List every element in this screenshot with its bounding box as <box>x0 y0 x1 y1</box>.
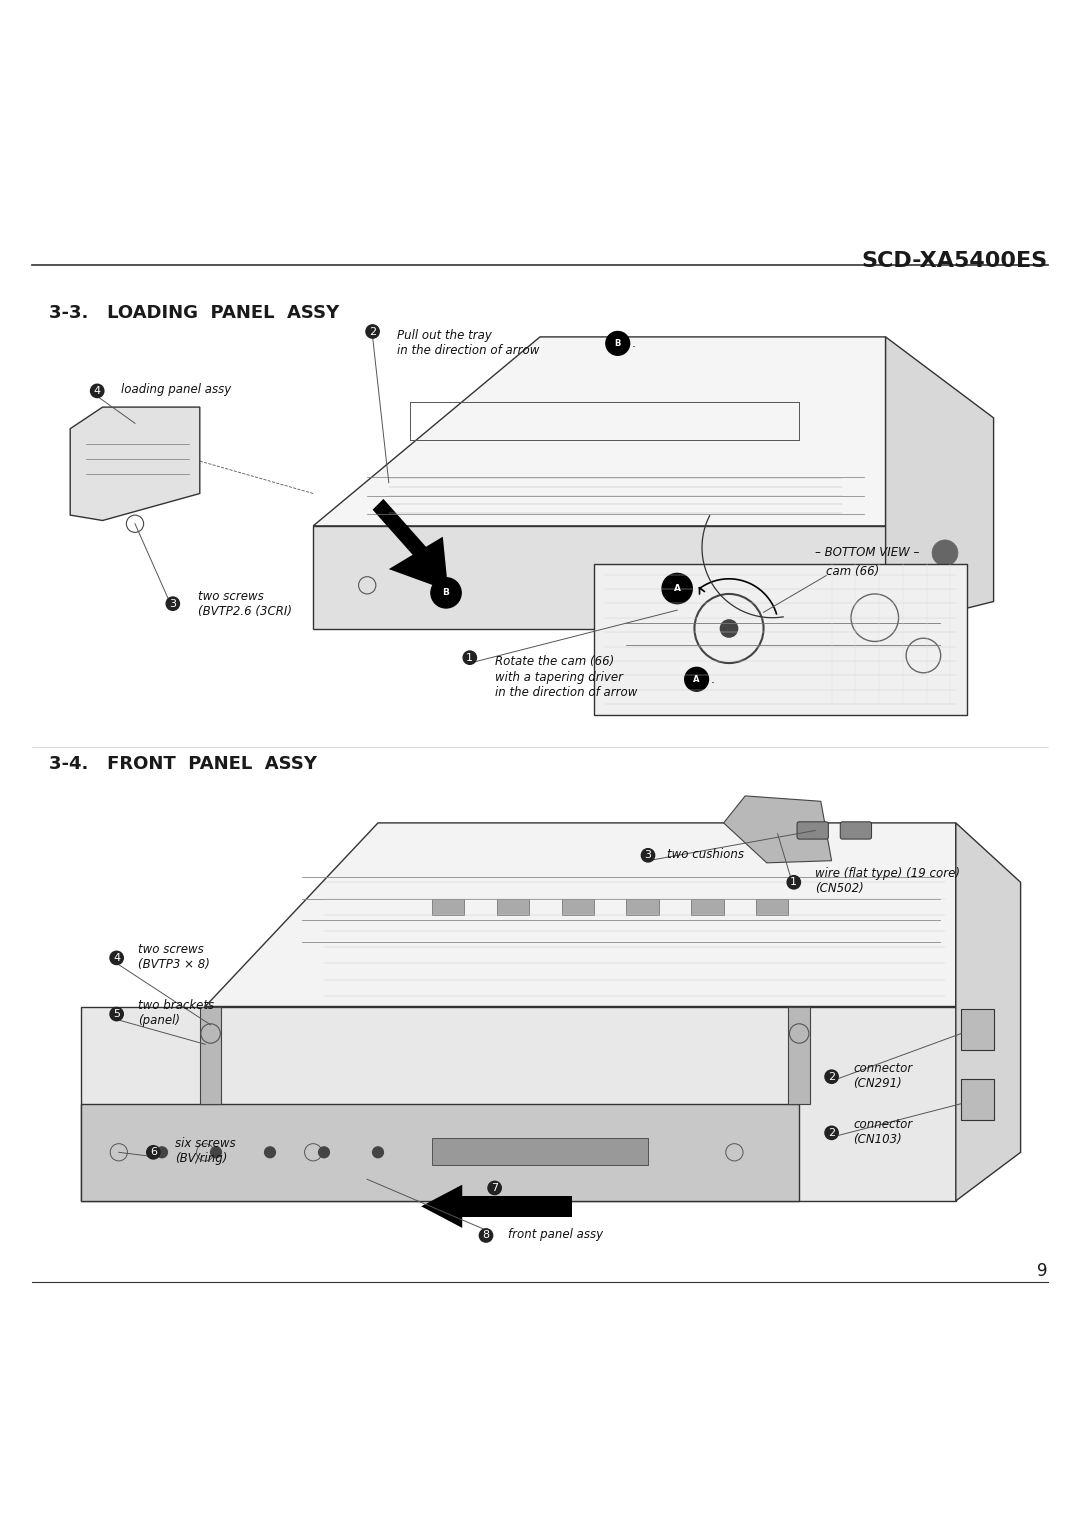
Text: 3: 3 <box>170 599 176 609</box>
Polygon shape <box>313 525 886 629</box>
FancyBboxPatch shape <box>432 1138 648 1165</box>
Text: B: B <box>443 588 449 597</box>
Text: 3: 3 <box>645 851 651 860</box>
Polygon shape <box>205 823 956 1006</box>
Text: 7: 7 <box>491 1183 498 1193</box>
Text: 3-4.   FRONT  PANEL  ASSY: 3-4. FRONT PANEL ASSY <box>49 754 316 773</box>
Text: SCD-XA5400ES: SCD-XA5400ES <box>862 250 1048 270</box>
Circle shape <box>662 574 692 603</box>
Polygon shape <box>448 1196 572 1217</box>
Polygon shape <box>421 1185 462 1228</box>
Text: .: . <box>711 673 715 686</box>
Text: 2: 2 <box>369 327 376 336</box>
Circle shape <box>932 567 958 592</box>
Text: connector
(CN103): connector (CN103) <box>853 1118 913 1145</box>
Text: 6: 6 <box>150 1147 157 1157</box>
Text: two brackets
(panel): two brackets (panel) <box>138 999 214 1028</box>
Text: .: . <box>632 337 636 350</box>
Text: connector
(CN291): connector (CN291) <box>853 1061 913 1090</box>
Text: 4: 4 <box>94 386 100 395</box>
Polygon shape <box>594 563 967 715</box>
FancyBboxPatch shape <box>797 822 828 840</box>
Text: wire (flat type) (19 core)
(CN502): wire (flat type) (19 core) (CN502) <box>815 867 960 895</box>
FancyBboxPatch shape <box>961 1009 994 1049</box>
Text: 1: 1 <box>467 652 473 663</box>
Text: loading panel assy: loading panel assy <box>121 383 231 397</box>
Circle shape <box>431 577 461 608</box>
Circle shape <box>685 667 708 692</box>
Polygon shape <box>788 1006 810 1104</box>
FancyBboxPatch shape <box>840 822 872 840</box>
Text: 1: 1 <box>791 878 797 887</box>
FancyBboxPatch shape <box>432 898 464 915</box>
Circle shape <box>720 620 738 637</box>
Polygon shape <box>886 337 994 629</box>
Text: two cushions: two cushions <box>667 847 744 861</box>
Text: 4: 4 <box>113 953 120 964</box>
FancyBboxPatch shape <box>497 898 529 915</box>
Polygon shape <box>81 1104 799 1200</box>
Text: 2: 2 <box>828 1128 835 1138</box>
Text: 8: 8 <box>483 1231 489 1240</box>
Text: front panel assy: front panel assy <box>508 1228 603 1241</box>
Text: A: A <box>693 675 700 684</box>
Polygon shape <box>389 536 448 591</box>
Text: 5: 5 <box>113 1009 120 1019</box>
Polygon shape <box>373 499 427 559</box>
Circle shape <box>157 1147 167 1157</box>
Text: Pull out the tray
in the direction of arrow: Pull out the tray in the direction of ar… <box>397 330 540 357</box>
Polygon shape <box>81 1006 956 1200</box>
FancyBboxPatch shape <box>562 898 594 915</box>
Text: Rotate the cam (66)
with a tapering driver
in the direction of arrow: Rotate the cam (66) with a tapering driv… <box>495 655 637 698</box>
FancyBboxPatch shape <box>691 898 724 915</box>
FancyBboxPatch shape <box>756 898 788 915</box>
Polygon shape <box>724 796 832 863</box>
Text: 2: 2 <box>828 1072 835 1081</box>
Circle shape <box>319 1147 329 1157</box>
Circle shape <box>606 331 630 356</box>
Text: cam (66): cam (66) <box>826 565 879 577</box>
Text: two screws
(BVTP3 × 8): two screws (BVTP3 × 8) <box>138 942 211 971</box>
Polygon shape <box>70 408 200 521</box>
Circle shape <box>211 1147 221 1157</box>
FancyBboxPatch shape <box>626 898 659 915</box>
Circle shape <box>265 1147 275 1157</box>
Text: A: A <box>674 583 680 592</box>
Text: two screws
(BVTP2.6 (3CRI): two screws (BVTP2.6 (3CRI) <box>198 589 292 617</box>
Polygon shape <box>200 1006 221 1104</box>
Text: 9: 9 <box>1037 1261 1048 1280</box>
Polygon shape <box>956 823 1021 1200</box>
Polygon shape <box>313 337 886 525</box>
Circle shape <box>932 541 958 567</box>
Text: – BOTTOM VIEW –: – BOTTOM VIEW – <box>815 547 920 559</box>
FancyBboxPatch shape <box>961 1080 994 1119</box>
Text: 3-3.   LOADING  PANEL  ASSY: 3-3. LOADING PANEL ASSY <box>49 304 339 322</box>
Text: six screws
(BV/ring): six screws (BV/ring) <box>175 1138 235 1165</box>
Circle shape <box>373 1147 383 1157</box>
Text: B: B <box>615 339 621 348</box>
